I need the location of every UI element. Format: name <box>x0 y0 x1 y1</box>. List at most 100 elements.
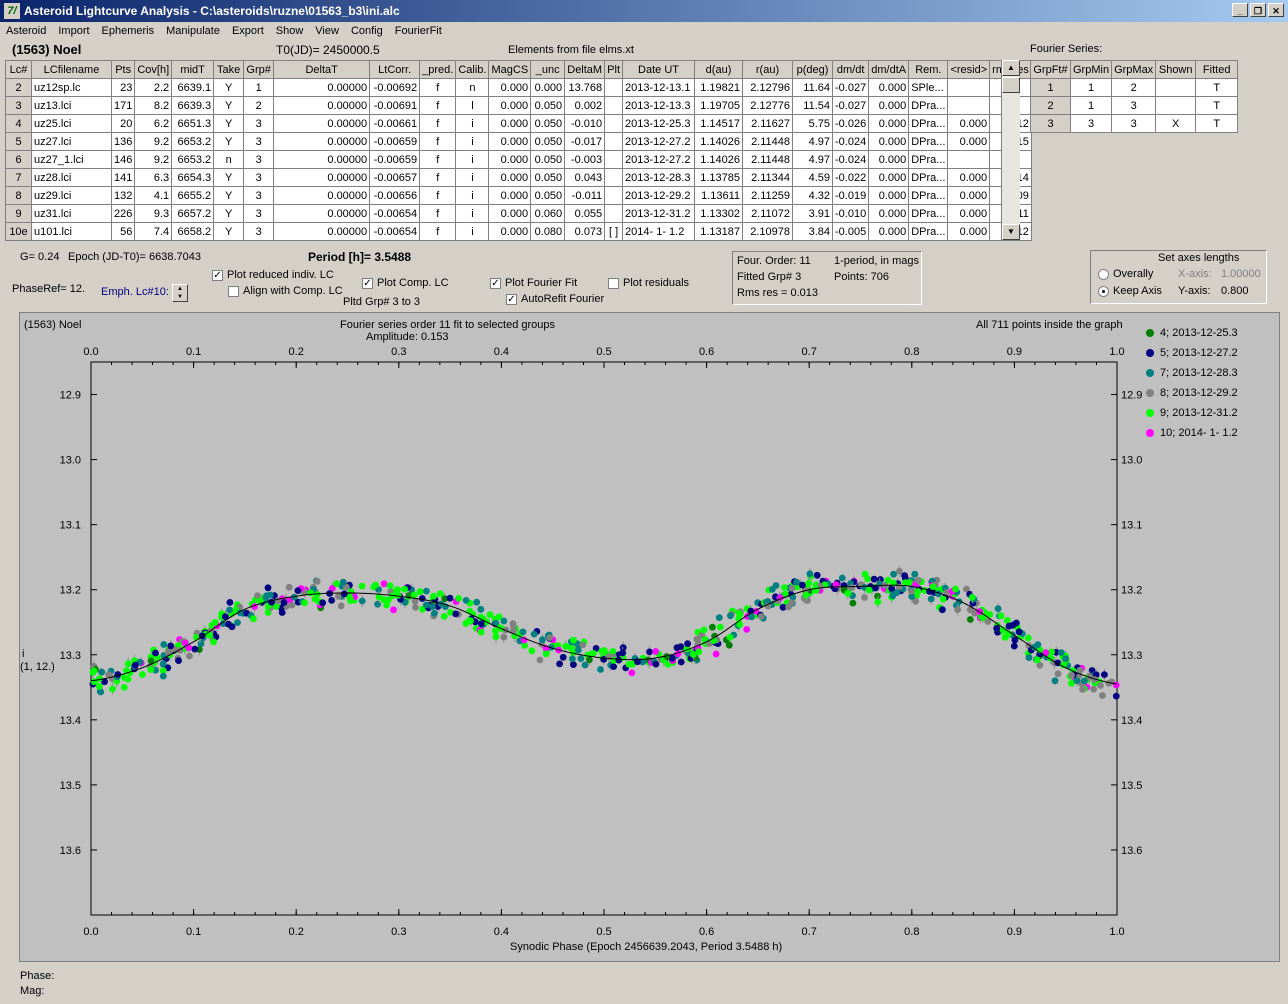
table-cell[interactable]: f <box>419 168 457 187</box>
table-cell[interactable]: f <box>419 78 457 97</box>
table-cell[interactable]: uz25.lci <box>31 114 112 133</box>
table-cell[interactable]: 1.19705 <box>694 96 744 115</box>
table-cell[interactable]: Y <box>213 114 245 133</box>
table-cell[interactable]: 9.2 <box>134 150 173 169</box>
table-cell[interactable]: 0.050 <box>530 96 566 115</box>
restore-button[interactable]: ❐ <box>1250 3 1266 17</box>
table-cell[interactable]: 2013-12-27.2 <box>622 132 696 151</box>
table-cell[interactable]: 20 <box>110 114 136 133</box>
lc-column-header[interactable]: dm/dtA <box>868 60 910 79</box>
table-cell[interactable]: 0.000 <box>868 78 910 97</box>
table-cell[interactable]: 1.13302 <box>694 204 744 223</box>
overally-radio[interactable]: Overally <box>1098 268 1153 280</box>
table-cell[interactable]: Y <box>213 78 245 97</box>
table-cell[interactable] <box>604 114 624 133</box>
keep-axis-radio[interactable]: Keep Axis <box>1098 285 1162 297</box>
table-row[interactable]: 6 uz27_1.lci 146 9.2 6653.2 n 3 0.00000 -0.00659… <box>5 150 1032 169</box>
table-cell[interactable]: Y <box>213 168 245 187</box>
table-cell[interactable]: DPra... <box>908 96 949 115</box>
table-cell[interactable]: 4.59 <box>792 168 834 187</box>
table-cell[interactable]: -0.026 <box>832 114 870 133</box>
table-cell[interactable]: 1.14026 <box>694 150 744 169</box>
table-cell[interactable] <box>604 150 624 169</box>
table-cell[interactable]: 1 <box>1069 78 1113 97</box>
row-header[interactable]: 1 <box>1030 78 1071 97</box>
lc-column-header[interactable]: LCfilename <box>31 60 112 79</box>
table-cell[interactable]: 2 <box>243 96 275 115</box>
row-header[interactable]: 2 <box>5 78 32 97</box>
table-cell[interactable]: -0.024 <box>832 150 870 169</box>
table-cell[interactable]: 2 <box>1111 78 1157 97</box>
table-cell[interactable]: -0.027 <box>832 96 870 115</box>
table-cell[interactable]: 7.4 <box>134 222 173 241</box>
row-header[interactable]: 6 <box>5 150 32 169</box>
table-cell[interactable]: 9.2 <box>134 132 173 151</box>
table-cell[interactable]: 0.000 <box>868 222 910 241</box>
fourier-column-header[interactable]: GrpMin <box>1069 60 1113 79</box>
table-cell[interactable]: i <box>455 132 490 151</box>
table-cell[interactable]: -0.011 <box>564 186 606 205</box>
table-cell[interactable]: 1.13785 <box>694 168 744 187</box>
table-cell[interactable]: 1.14026 <box>694 132 744 151</box>
table-cell[interactable]: 0.00000 <box>273 78 371 97</box>
lc-column-header[interactable]: Grp# <box>243 60 275 79</box>
row-header[interactable]: 9 <box>5 204 32 223</box>
table-row[interactable]: 10e u101.lci 56 7.4 6658.2 Y 3 0.00000 -0.00654 f… <box>5 222 1032 241</box>
fourier-column-header[interactable]: Fitted <box>1195 60 1239 79</box>
table-cell[interactable]: 0.000 <box>947 204 991 223</box>
table-cell[interactable]: 0.000 <box>488 222 532 241</box>
lc-column-header[interactable]: DeltaM <box>564 60 606 79</box>
table-cell[interactable]: 0.000 <box>488 150 532 169</box>
table-cell[interactable]: i <box>455 150 490 169</box>
table-cell[interactable]: Y <box>213 186 245 205</box>
table-cell[interactable]: 3 <box>243 168 275 187</box>
menu-show[interactable]: Show <box>275 25 304 37</box>
minimize-button[interactable]: _ <box>1232 3 1248 17</box>
align-comp-checkbox[interactable]: Align with Comp. LC <box>228 285 343 297</box>
lc-column-header[interactable]: Cov[h] <box>134 60 173 79</box>
table-cell[interactable] <box>604 132 624 151</box>
table-cell[interactable]: 0.00000 <box>273 96 371 115</box>
table-cell[interactable] <box>604 204 624 223</box>
menu-import[interactable]: Import <box>58 25 90 37</box>
table-cell[interactable]: 0.000 <box>488 168 532 187</box>
table-cell[interactable]: 0.000 <box>868 168 910 187</box>
table-cell[interactable] <box>1155 78 1197 97</box>
table-cell[interactable]: 2.12776 <box>742 96 794 115</box>
table-cell[interactable]: 0.000 <box>488 132 532 151</box>
row-header[interactable]: 5 <box>5 132 32 151</box>
menu-asteroid[interactable]: Asteroid <box>6 25 47 37</box>
table-cell[interactable]: 56 <box>110 222 136 241</box>
table-cell[interactable]: 226 <box>110 204 136 223</box>
fourier-column-header[interactable]: Shown <box>1155 60 1197 79</box>
menu-manipulate[interactable]: Manipulate <box>166 25 220 37</box>
table-cell[interactable]: -0.024 <box>832 132 870 151</box>
table-cell[interactable]: Y <box>213 222 245 241</box>
table-row[interactable]: 5 uz27.lci 136 9.2 6653.2 Y 3 0.00000 -0.00659 f i… <box>5 132 1032 151</box>
table-cell[interactable]: 6639.1 <box>171 78 215 97</box>
table-cell[interactable]: 2.11072 <box>742 204 794 223</box>
table-cell[interactable]: 0.055 <box>564 204 606 223</box>
plot-fourier-checkbox[interactable]: ✓ Plot Fourier Fit <box>490 277 578 289</box>
table-cell[interactable]: 2.11448 <box>742 150 794 169</box>
table-cell[interactable]: 11.54 <box>792 96 834 115</box>
lc-column-header[interactable]: d(au) <box>694 60 744 79</box>
table-cell[interactable]: 6.3 <box>134 168 173 187</box>
row-header[interactable]: 3 <box>1030 114 1071 133</box>
plot-residuals-checkbox[interactable]: Plot residuals <box>608 277 689 289</box>
emph-spinner[interactable]: ▲ ▼ <box>172 284 188 302</box>
table-cell[interactable]: -0.003 <box>564 150 606 169</box>
table-cell[interactable]: 0.00000 <box>273 222 371 241</box>
table-cell[interactable] <box>604 78 624 97</box>
table-cell[interactable]: SPle... <box>908 78 949 97</box>
table-cell[interactable]: 2013-12-31.2 <box>622 204 696 223</box>
table-cell[interactable]: -0.017 <box>564 132 606 151</box>
table-cell[interactable]: -0.010 <box>832 204 870 223</box>
table-cell[interactable]: 0.000 <box>947 186 991 205</box>
lc-column-header[interactable]: _pred. <box>419 60 457 79</box>
table-cell[interactable]: 2.11259 <box>742 186 794 205</box>
lc-column-header[interactable]: Calib. <box>455 60 490 79</box>
scroll-up-icon[interactable]: ▲ <box>1002 60 1020 76</box>
table-cell[interactable]: 0.00000 <box>273 150 371 169</box>
